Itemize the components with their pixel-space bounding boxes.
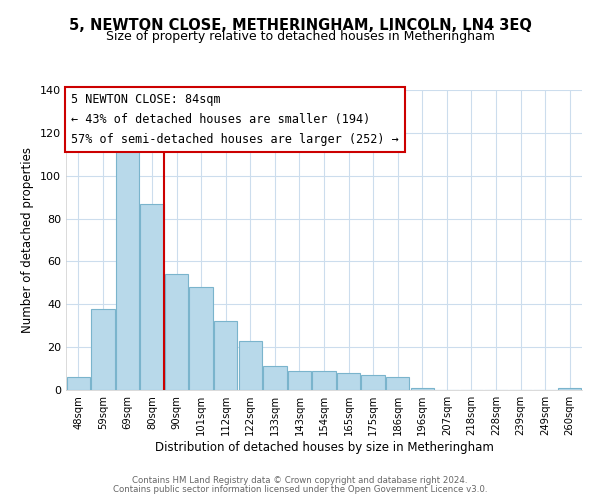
Bar [361, 375, 385, 390]
Y-axis label: Number of detached properties: Number of detached properties [22, 147, 34, 333]
Bar [313, 370, 335, 390]
Bar [558, 388, 581, 390]
Bar [67, 377, 90, 390]
Text: 5, NEWTON CLOSE, METHERINGHAM, LINCOLN, LN4 3EQ: 5, NEWTON CLOSE, METHERINGHAM, LINCOLN, … [68, 18, 532, 32]
Bar [410, 388, 434, 390]
Bar [214, 322, 238, 390]
Bar [386, 377, 409, 390]
Bar [165, 274, 188, 390]
Text: 5 NEWTON CLOSE: 84sqm
← 43% of detached houses are smaller (194)
57% of semi-det: 5 NEWTON CLOSE: 84sqm ← 43% of detached … [71, 93, 399, 146]
X-axis label: Distribution of detached houses by size in Metheringham: Distribution of detached houses by size … [155, 441, 493, 454]
Text: Contains HM Land Registry data © Crown copyright and database right 2024.: Contains HM Land Registry data © Crown c… [132, 476, 468, 485]
Bar [239, 340, 262, 390]
Bar [140, 204, 164, 390]
Bar [190, 287, 213, 390]
Bar [337, 373, 360, 390]
Bar [288, 370, 311, 390]
Bar [263, 366, 287, 390]
Text: Size of property relative to detached houses in Metheringham: Size of property relative to detached ho… [106, 30, 494, 43]
Bar [91, 308, 115, 390]
Text: Contains public sector information licensed under the Open Government Licence v3: Contains public sector information licen… [113, 485, 487, 494]
Bar [116, 144, 139, 390]
